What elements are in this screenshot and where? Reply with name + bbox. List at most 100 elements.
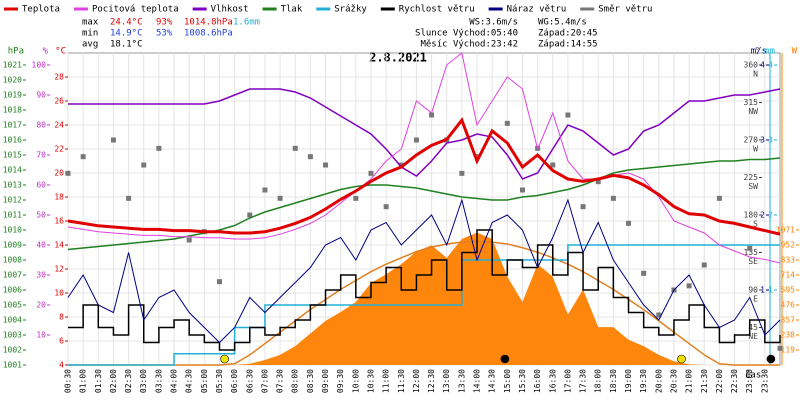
- axis-unit: °: [755, 47, 760, 57]
- y-tick-label: 1: [768, 286, 773, 295]
- x-tick-label: 23:30: [760, 369, 769, 393]
- y-tick-label: 1002: [3, 346, 22, 355]
- legend-label: Náraz větru: [507, 5, 567, 15]
- x-tick-label: 02:30: [124, 369, 133, 393]
- y-tick-label: 3: [768, 136, 773, 145]
- x-tick-label: 11:00: [382, 369, 391, 393]
- y-tick-label: 1071: [776, 225, 795, 234]
- y-tick-label: 50: [36, 211, 46, 220]
- wind-direction-point: [398, 162, 404, 168]
- x-tick-label: 13:30: [457, 369, 466, 393]
- legend-label: Rychlost větru: [399, 5, 475, 15]
- axis-unit: °C: [55, 47, 66, 57]
- wind-direction-point: [580, 204, 586, 210]
- series-line: [67, 198, 781, 344]
- compass-label: S: [753, 220, 758, 229]
- compass-label: E: [753, 295, 758, 304]
- x-tick-label: 07:00: [260, 369, 269, 393]
- wind-direction-point: [110, 137, 116, 143]
- stat-value: 53%: [156, 29, 173, 39]
- y-tick-label: 1003: [3, 331, 22, 340]
- x-tick-label: 05:00: [200, 369, 209, 393]
- x-tick-label: 06:30: [245, 369, 254, 393]
- axis-unit: %: [43, 47, 49, 57]
- chart-title: 2.8.2021: [369, 51, 427, 65]
- x-tick-label: 19:00: [624, 369, 633, 393]
- x-tick-label: 18:30: [609, 369, 618, 393]
- y-tick-label: 238: [781, 330, 796, 339]
- wind-direction-point: [565, 112, 571, 118]
- stat-value: 24.4°C: [110, 18, 143, 28]
- x-tick-label: 03:30: [154, 369, 163, 393]
- stat-value: 14.9°C: [110, 29, 143, 39]
- x-tick-label: 15:30: [518, 369, 527, 393]
- info-text: Slunce Východ:05:40: [415, 29, 518, 39]
- solar-max-line: [68, 240, 780, 366]
- stat-value: max: [82, 18, 99, 28]
- stat-value: min: [82, 29, 98, 39]
- event-marker: [220, 354, 229, 364]
- y-tick-label: 14: [54, 241, 64, 250]
- y-tick-label: 2: [760, 211, 765, 220]
- x-tick-label: 00:30: [64, 369, 73, 393]
- wind-direction-point: [65, 170, 71, 176]
- x-tick-label: 17:30: [579, 369, 588, 393]
- stat-value: 93%: [156, 18, 173, 28]
- y-tick-label: 24: [54, 121, 64, 130]
- x-tick-label: 19:30: [639, 369, 648, 393]
- y-tick-label: 1015: [3, 151, 22, 160]
- y-tick-label: 1007: [3, 271, 22, 280]
- y-tick-label: 952: [781, 240, 796, 249]
- y-tick-label: 4: [768, 61, 773, 70]
- x-tick-label: 13:00: [442, 369, 451, 393]
- x-tick-label: 05:30: [215, 369, 224, 393]
- y-tick-label: 2: [768, 211, 773, 220]
- compass-label: SW: [748, 182, 758, 191]
- event-marker: [766, 354, 776, 364]
- y-tick-label: 1006: [3, 286, 22, 295]
- y-tick-label: 26: [54, 97, 64, 106]
- x-tick-label: 23:00: [745, 369, 754, 393]
- legend-label: Směr větru: [598, 5, 652, 15]
- y-tick-label: 1009: [3, 241, 22, 250]
- x-tick-label: 01:30: [94, 369, 103, 393]
- wind-direction-point: [353, 195, 359, 201]
- y-tick-label: 1001: [3, 361, 22, 370]
- y-tick-label: 1021: [3, 61, 22, 70]
- x-tick-label: 06:00: [230, 369, 239, 393]
- y-tick-label: 4: [59, 361, 64, 370]
- y-tick-label: 3: [760, 136, 765, 145]
- info-text: WS:3.6m/s: [469, 18, 518, 28]
- x-tick-label: 22:30: [730, 369, 739, 393]
- stat-value: 18.1°C: [110, 40, 143, 50]
- event-marker: [500, 354, 510, 364]
- legend-label: Vlhkost: [211, 5, 249, 15]
- x-tick-label: 18:00: [594, 369, 603, 393]
- x-tick-label: 21:00: [685, 369, 694, 393]
- y-tick-label: 70: [36, 151, 46, 160]
- wind-direction-point: [383, 204, 389, 210]
- y-tick-label: 1012: [3, 196, 22, 205]
- y-tick-label: 1014: [3, 166, 22, 175]
- y-tick-label: 1010: [3, 226, 22, 235]
- compass-label: N: [753, 70, 758, 79]
- info-text: Západ:14:55: [538, 40, 598, 50]
- wind-direction-point: [641, 270, 647, 276]
- y-tick-label: 360: [744, 61, 759, 70]
- x-tick-label: 10:30: [366, 369, 375, 393]
- stat-value: avg: [82, 40, 98, 50]
- y-tick-label: 833: [781, 255, 796, 264]
- y-tick-label: 1017: [3, 121, 22, 130]
- y-tick-label: 225: [744, 173, 759, 182]
- x-tick-label: 11:30: [397, 369, 406, 393]
- y-tick-label: 357: [781, 315, 796, 324]
- axis-unit: mm: [764, 47, 775, 57]
- x-tick-label: 04:30: [185, 369, 194, 393]
- x-tick-label: 09:00: [321, 369, 330, 393]
- series-line: [67, 117, 781, 236]
- y-tick-label: 40: [36, 241, 46, 250]
- y-tick-label: 1020: [3, 76, 22, 85]
- wind-direction-point: [747, 245, 753, 251]
- wind-direction-point: [595, 179, 601, 185]
